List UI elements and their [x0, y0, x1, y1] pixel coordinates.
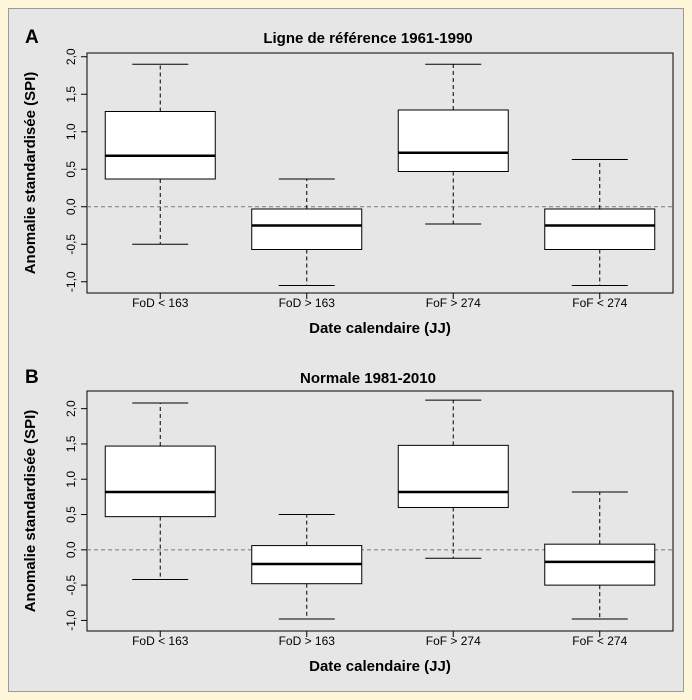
y-tick-label: 1,0	[64, 123, 78, 140]
y-axis-label: Anomalie standardisée (SPI)	[22, 72, 39, 275]
box-3	[397, 63, 509, 225]
y-tick-label: -1,0	[64, 271, 78, 292]
figure: A Ligne de référence 1961-1990 -1,0 -0,5 0,0…	[8, 8, 684, 692]
y-tick-label: 1,0	[64, 471, 78, 488]
iqr-box	[397, 109, 509, 172]
panel-a: A Ligne de référence 1961-1990 -1,0 -0,5 0,0…	[22, 27, 674, 337]
box-4	[544, 491, 656, 620]
panel-title: Normale 1981-2010	[300, 370, 436, 387]
x-tick-label: FoF < 274	[572, 296, 627, 310]
panel-title: Ligne de référence 1961-1990	[263, 30, 472, 47]
x-tick-label: FoF < 274	[572, 634, 627, 648]
x-tick-label: FoF > 274	[426, 634, 481, 648]
box-plot-figure: A Ligne de référence 1961-1990 -1,0 -0,5 0,0…	[22, 27, 674, 675]
y-tick-label: -0,5	[64, 574, 78, 595]
x-tick-label: FoD < 163	[132, 296, 189, 310]
y-tick-label: 1,5	[64, 86, 78, 103]
y-axis-label: Anomalie standardisée (SPI)	[22, 410, 39, 613]
iqr-box	[104, 445, 216, 518]
y-tick-label: 0,5	[64, 506, 78, 523]
iqr-box	[104, 111, 216, 180]
iqr-box	[251, 208, 363, 250]
box-3	[397, 399, 509, 559]
panel-letter: B	[25, 367, 39, 388]
y-tick-label: 2,0	[64, 48, 78, 65]
x-tick-label: FoD > 163	[279, 634, 336, 648]
x-tick-label: FoF > 274	[426, 296, 481, 310]
x-tick-label: FoD < 163	[132, 634, 189, 648]
box-1	[104, 63, 216, 245]
panel-b: B Normale 1981-2010 -1,0 -0,5 0,0 0,5 1,0 1,5 2,…	[22, 367, 674, 675]
y-tick-label: 1,5	[64, 435, 78, 452]
y-tick-label: 0,0	[64, 198, 78, 215]
y-tick-label: 2,0	[64, 400, 78, 417]
y-tick-label: -1,0	[64, 610, 78, 631]
x-axis-label: Date calendaire (JJ)	[309, 320, 451, 337]
box-2	[251, 514, 363, 620]
y-tick-label: 0,0	[64, 541, 78, 558]
y-tick-label: 0,5	[64, 161, 78, 178]
y-tick-label: -0,5	[64, 234, 78, 255]
box-4	[544, 159, 656, 286]
x-tick-label: FoD > 163	[279, 296, 336, 310]
box-2	[251, 178, 363, 286]
iqr-box	[544, 208, 656, 250]
x-axis-label: Date calendaire (JJ)	[309, 658, 451, 675]
panel-letter: A	[25, 27, 39, 48]
iqr-box	[544, 543, 656, 586]
iqr-box	[397, 444, 509, 508]
box-1	[104, 402, 216, 580]
